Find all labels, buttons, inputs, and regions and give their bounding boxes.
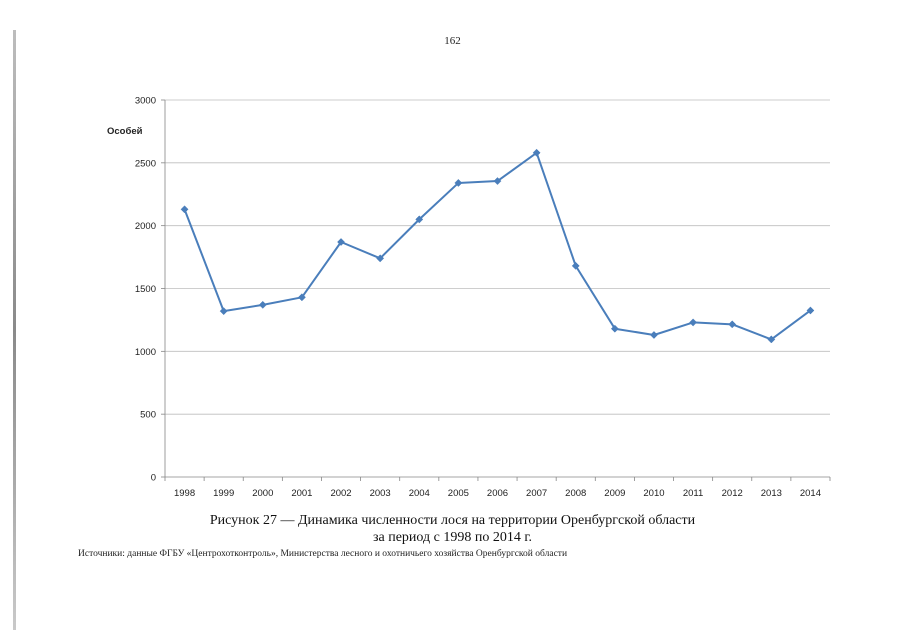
x-tick-label: 2005	[448, 488, 469, 499]
line-chart: 0 500 1000 1500 2000 2500 3000 1998 1999 2000 2001…	[107, 96, 831, 499]
page-number: 162	[444, 35, 461, 47]
y-tick-label: 500	[140, 410, 156, 421]
x-tick-label: 2006	[487, 488, 508, 499]
x-tick-label: 2002	[330, 488, 351, 499]
data-point-2001	[297, 293, 306, 302]
x-tick-label: 2009	[604, 488, 625, 499]
data-point-2006	[493, 177, 502, 186]
data-point-2008	[571, 261, 580, 270]
source-note: Источники: данные ФГБУ «Центрохотконтрол…	[78, 549, 568, 559]
data-point-2002	[337, 238, 345, 246]
data-point-2003	[376, 254, 385, 263]
figure-caption-line2: за период с 1998 по 2014 г.	[372, 530, 533, 545]
x-tick-label: 2012	[722, 488, 743, 499]
y-tick-label: 0	[151, 473, 156, 484]
data-point-1998	[180, 205, 189, 214]
data-point-2011	[689, 318, 698, 327]
x-tick-label: 2011	[683, 488, 703, 499]
data-point-2009	[610, 324, 619, 333]
figure-caption-line1: Рисунок 27 — Динамика численности лося н…	[209, 513, 696, 528]
data-point-2013	[767, 335, 776, 344]
x-tick-label: 1998	[174, 488, 195, 499]
y-tick-label: 1500	[135, 284, 156, 295]
x-tick-label: 2008	[565, 488, 586, 499]
page-edge	[13, 30, 16, 630]
x-tick-label: 2007	[526, 488, 547, 499]
data-point-2010	[650, 331, 658, 339]
x-tick-label: 1999	[213, 488, 234, 499]
x-tick-label: 2004	[409, 488, 430, 499]
data-point-2014	[806, 306, 815, 315]
data-point-2007	[532, 148, 541, 157]
y-tick-label: 1000	[135, 347, 156, 358]
data-point-1999	[219, 307, 228, 316]
y-tick-label: 3000	[135, 96, 156, 107]
data-point-2000	[258, 300, 267, 309]
x-tick-label: 2003	[370, 488, 391, 499]
y-tick-label: 2500	[135, 158, 156, 169]
data-point-2012	[728, 320, 737, 329]
x-tick-label: 2013	[761, 488, 782, 499]
y-axis-label: Особей	[107, 126, 143, 137]
x-tick-label: 2014	[800, 488, 821, 499]
x-tick-label: 2000	[252, 488, 273, 499]
y-tick-label: 2000	[135, 221, 156, 232]
data-point-2004	[415, 215, 424, 224]
x-tick-label: 2010	[643, 488, 664, 499]
data-point-2005	[454, 178, 463, 187]
x-tick-label: 2001	[291, 488, 312, 499]
